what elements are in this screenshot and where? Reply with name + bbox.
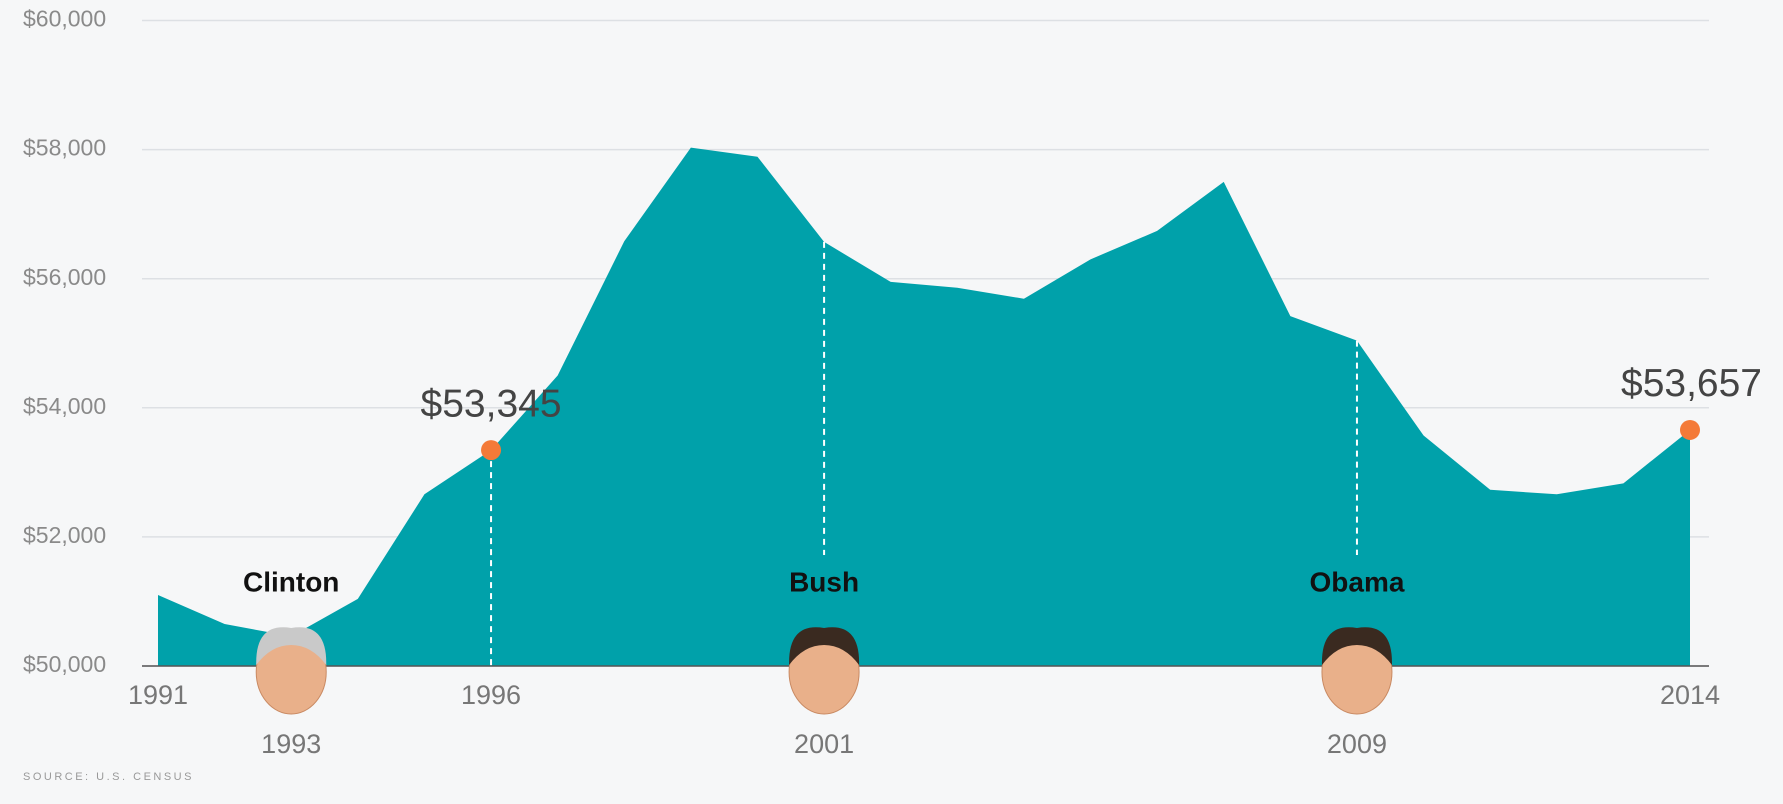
area xyxy=(158,147,1690,666)
president-name: Obama xyxy=(1309,566,1404,597)
president-name: Clinton xyxy=(243,566,339,597)
y-tick-label: $56,000 xyxy=(23,264,106,290)
president-year: 2001 xyxy=(794,729,854,759)
value-label: $53,345 xyxy=(421,382,562,425)
x-tick-label: 1991 xyxy=(128,680,188,710)
y-tick-label: $50,000 xyxy=(23,651,106,677)
y-tick-label: $52,000 xyxy=(23,522,106,548)
value-label: $53,657 xyxy=(1621,362,1762,405)
y-tick-label: $60,000 xyxy=(23,6,106,32)
value-point xyxy=(481,440,502,461)
president-year: 2009 xyxy=(1327,729,1387,759)
president-year: 1993 xyxy=(261,729,321,759)
president-hair xyxy=(256,627,327,665)
x-tick-label: 1996 xyxy=(461,680,521,710)
president-name: Bush xyxy=(789,566,859,597)
y-tick-label: $58,000 xyxy=(23,135,106,161)
x-tick-label: 2014 xyxy=(1660,680,1720,710)
value-point xyxy=(1680,419,1700,440)
source: SOURCE: U.S. CENSUS xyxy=(23,771,194,783)
president-hair xyxy=(789,627,860,665)
president-hair xyxy=(1321,627,1392,665)
y-tick-label: $54,000 xyxy=(23,393,106,419)
